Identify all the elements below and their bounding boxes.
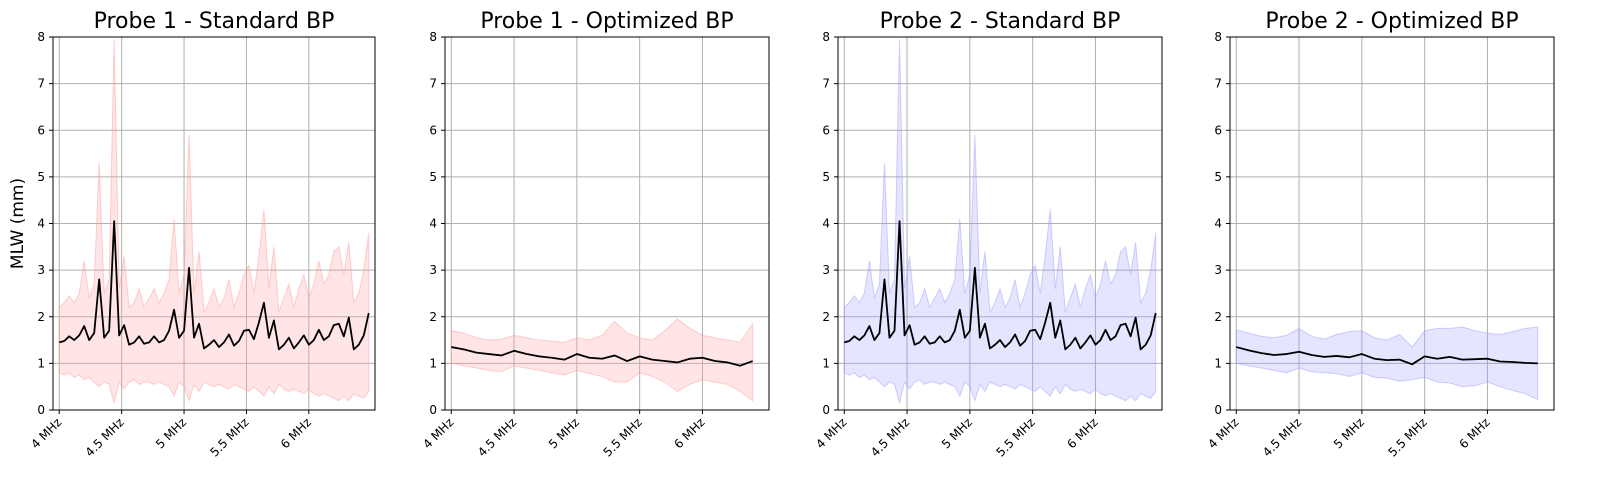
y-tick-label: 2 bbox=[429, 310, 437, 324]
y-tick-label: 6 bbox=[429, 123, 437, 137]
chart-title: Probe 1 - Optimized BP bbox=[480, 9, 733, 34]
x-tick-label: 5 MHz bbox=[1331, 415, 1367, 451]
y-tick-label: 7 bbox=[37, 77, 45, 91]
mean-line bbox=[451, 346, 753, 367]
y-tick-label: 7 bbox=[822, 77, 830, 91]
y-tick-label: 8 bbox=[37, 30, 45, 44]
x-tick-label: 4 MHz bbox=[28, 415, 64, 451]
y-tick-label: 1 bbox=[1214, 356, 1222, 370]
y-tick-label: 2 bbox=[1214, 310, 1222, 324]
x-tick-label: 5 MHz bbox=[546, 415, 582, 451]
x-tick-label: 4 MHz bbox=[1205, 415, 1241, 451]
x-tick-label: 5 MHz bbox=[939, 415, 975, 451]
y-tick-label: 3 bbox=[822, 263, 830, 277]
y-tick-label: 0 bbox=[822, 403, 830, 417]
y-tick-label: 5 bbox=[37, 170, 45, 184]
y-tick-label: 5 bbox=[822, 170, 830, 184]
chart-panel-4: 0 1 2 3 4 5 6 7 8 4 MHz 4.5 MHz 5 MHz 5.5 MHz 6 MHz Pr… bbox=[1205, 9, 1555, 459]
chart-title: Probe 2 - Standard BP bbox=[880, 9, 1121, 34]
y-tick-label: 5 bbox=[1214, 170, 1222, 184]
x-tick-label: 4.5 MHz bbox=[475, 415, 519, 459]
chart-panel-2: 0 1 2 3 4 5 6 7 8 4 MHz 4.5 MHz 5 MHz 5.5 MHz 6 MHz Pr… bbox=[420, 9, 770, 459]
y-tick-label: 4 bbox=[1214, 217, 1222, 231]
x-tick-label: 4.5 MHz bbox=[1260, 415, 1304, 459]
y-tick-label: 0 bbox=[37, 403, 45, 417]
y-tick-label: 7 bbox=[1214, 77, 1222, 91]
y-tick-label: 3 bbox=[429, 263, 437, 277]
y-tick-label: 8 bbox=[1214, 30, 1222, 44]
x-tick-label: 6 MHz bbox=[671, 415, 707, 451]
y-tick-label: 3 bbox=[1214, 263, 1222, 277]
y-tick-label: 4 bbox=[822, 217, 830, 231]
y-tick-label: 7 bbox=[429, 77, 437, 91]
confidence-band bbox=[1235, 326, 1539, 401]
y-tick-label: 4 bbox=[429, 217, 437, 231]
y-tick-label: 2 bbox=[37, 310, 45, 324]
confidence-band bbox=[58, 39, 370, 404]
mean-line bbox=[58, 220, 370, 351]
chart-title: Probe 1 - Standard BP bbox=[94, 9, 335, 34]
y-tick-label: 1 bbox=[37, 356, 45, 370]
x-tick-label: 5.5 MHz bbox=[1386, 415, 1430, 459]
x-tick-label: 4 MHz bbox=[813, 415, 849, 451]
x-tick-label: 5 MHz bbox=[153, 415, 189, 451]
y-tick-label: 4 bbox=[37, 217, 45, 231]
y-tick-label: 1 bbox=[822, 356, 830, 370]
x-tick-label: 5.5 MHz bbox=[207, 415, 251, 459]
y-tick-label: 0 bbox=[429, 403, 437, 417]
x-tick-label: 4.5 MHz bbox=[83, 415, 127, 459]
y-tick-label: 2 bbox=[822, 310, 830, 324]
y-tick-label: 5 bbox=[429, 170, 437, 184]
y-tick-label: 3 bbox=[37, 263, 45, 277]
y-axis-label: MLW (mm) bbox=[8, 178, 28, 269]
chart-title: Probe 2 - Optimized BP bbox=[1265, 9, 1518, 34]
confidence-band bbox=[843, 39, 1157, 404]
x-tick-label: 6 MHz bbox=[1456, 415, 1492, 451]
mean-line bbox=[844, 220, 1157, 351]
mean-line bbox=[1236, 346, 1538, 366]
y-tick-label: 6 bbox=[37, 123, 45, 137]
y-tick-label: 6 bbox=[822, 123, 830, 137]
confidence-band bbox=[450, 318, 754, 402]
chart-panel-3: 0 1 2 3 4 5 6 7 8 4 MHz 4.5 MHz 5 MHz 5.5 MHz 6 MHz Pr… bbox=[813, 9, 1163, 459]
y-tick-label: 0 bbox=[1214, 403, 1222, 417]
chart-panel-1: 0 1 2 3 4 5 6 7 8 4 MHz 4.5 MHz 5 MHz 5.5 MHz 6 MHz Pr… bbox=[8, 9, 376, 459]
x-tick-label: 6 MHz bbox=[1064, 415, 1100, 451]
x-tick-label: 5.5 MHz bbox=[994, 415, 1038, 459]
y-tick-label: 6 bbox=[1214, 123, 1222, 137]
y-tick-label: 8 bbox=[822, 30, 830, 44]
x-tick-label: 4.5 MHz bbox=[868, 415, 912, 459]
x-tick-label: 4 MHz bbox=[420, 415, 456, 451]
y-tick-label: 8 bbox=[429, 30, 437, 44]
x-tick-label: 5.5 MHz bbox=[601, 415, 645, 459]
x-tick-label: 6 MHz bbox=[278, 415, 314, 451]
y-tick-label: 1 bbox=[429, 356, 437, 370]
